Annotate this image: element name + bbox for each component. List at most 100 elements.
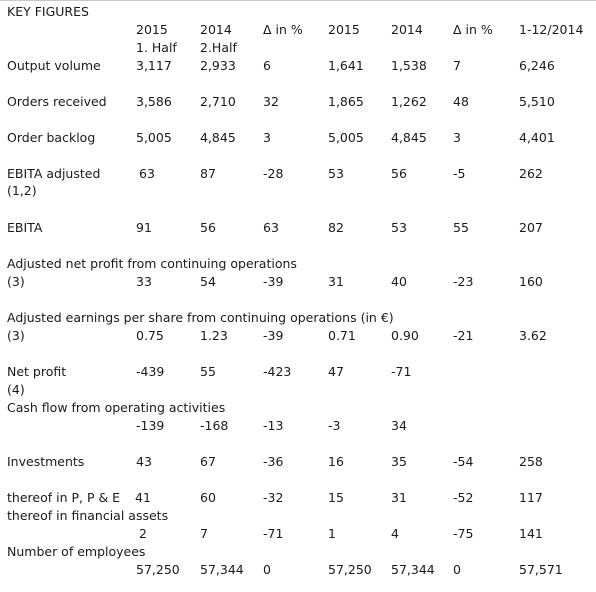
cell: 1 bbox=[328, 526, 336, 541]
cell: 56 bbox=[391, 166, 407, 181]
cell: 57,344 bbox=[391, 562, 435, 577]
cell: 63 bbox=[263, 220, 279, 235]
cell: 6,246 bbox=[519, 58, 555, 73]
header-col2-sub: 2.Half bbox=[200, 40, 237, 55]
cell: -28 bbox=[263, 166, 284, 181]
cell: -5 bbox=[453, 166, 466, 181]
cell: 57,571 bbox=[519, 562, 563, 577]
cell: 0.71 bbox=[328, 328, 356, 343]
cell: 43 bbox=[136, 454, 152, 469]
cell: -75 bbox=[453, 526, 474, 541]
cell: -71 bbox=[391, 364, 412, 379]
cell: 207 bbox=[519, 220, 543, 235]
cell: -423 bbox=[263, 364, 292, 379]
cell: 40 bbox=[391, 274, 407, 289]
cell: 91 bbox=[136, 220, 152, 235]
cell: 16 bbox=[328, 454, 344, 469]
cell: 4,401 bbox=[519, 130, 555, 145]
row-label: thereof in financial assets bbox=[7, 508, 169, 523]
row-label: thereof in P, P & E bbox=[7, 490, 121, 505]
cell: -23 bbox=[453, 274, 474, 289]
cell: 2,710 bbox=[200, 94, 236, 109]
cell: -39 bbox=[263, 328, 284, 343]
row-label-footnote: (3) bbox=[7, 274, 25, 289]
cell: 3 bbox=[453, 130, 461, 145]
top-border bbox=[0, 0, 596, 1]
cell: 3.62 bbox=[519, 328, 547, 343]
cell: 31 bbox=[391, 490, 407, 505]
cell: 0.90 bbox=[391, 328, 419, 343]
cell: 57,344 bbox=[200, 562, 244, 577]
row-label-footnote: (3) bbox=[7, 328, 25, 343]
cell: 5,005 bbox=[328, 130, 364, 145]
cell: 47 bbox=[328, 364, 344, 379]
cell: 7 bbox=[200, 526, 208, 541]
header-col1-sub: 1. Half bbox=[136, 40, 177, 55]
row-label: EBITA adjusted bbox=[7, 166, 101, 181]
cell: 3,117 bbox=[136, 58, 172, 73]
cell: -32 bbox=[263, 490, 284, 505]
cell: 4 bbox=[391, 526, 399, 541]
header-col1: 2015 bbox=[136, 22, 168, 37]
cell: 55 bbox=[200, 364, 216, 379]
row-label-footnote: (4) bbox=[7, 382, 25, 397]
cell: 0 bbox=[453, 562, 461, 577]
cell: -71 bbox=[263, 526, 284, 541]
cell: 7 bbox=[453, 58, 461, 73]
cell: 262 bbox=[519, 166, 543, 181]
cell: 117 bbox=[519, 490, 543, 505]
cell: 53 bbox=[328, 166, 344, 181]
cell: 1.23 bbox=[200, 328, 228, 343]
cell: -52 bbox=[453, 490, 474, 505]
row-label: Number of employees bbox=[7, 544, 146, 559]
cell: 3,586 bbox=[136, 94, 172, 109]
cell: 2 bbox=[139, 526, 147, 541]
header-col7: 1-12/2014 bbox=[519, 22, 584, 37]
cell: 57,250 bbox=[328, 562, 372, 577]
cell: 160 bbox=[519, 274, 543, 289]
header-col5: 2014 bbox=[391, 22, 423, 37]
cell: 87 bbox=[200, 166, 216, 181]
row-label: Orders received bbox=[7, 94, 107, 109]
cell: 2,933 bbox=[200, 58, 236, 73]
cell: 82 bbox=[328, 220, 344, 235]
cell: 48 bbox=[453, 94, 469, 109]
row-label: EBITA bbox=[7, 220, 43, 235]
cell: 0 bbox=[263, 562, 271, 577]
cell: -439 bbox=[136, 364, 165, 379]
cell: 6 bbox=[263, 58, 271, 73]
cell: 1,262 bbox=[391, 94, 427, 109]
row-label: Adjusted earnings per share from continu… bbox=[7, 310, 394, 325]
cell: -13 bbox=[263, 418, 284, 433]
cell: 35 bbox=[391, 454, 407, 469]
cell: 0.75 bbox=[136, 328, 164, 343]
cell: 54 bbox=[200, 274, 216, 289]
cell: 55 bbox=[453, 220, 469, 235]
row-label: Net profit bbox=[7, 364, 67, 379]
cell: 67 bbox=[200, 454, 216, 469]
cell: 60 bbox=[200, 490, 216, 505]
cell: 1,865 bbox=[328, 94, 364, 109]
cell: 53 bbox=[391, 220, 407, 235]
cell: 1,641 bbox=[328, 58, 364, 73]
header-col6: Δ in % bbox=[453, 22, 493, 37]
cell: 3 bbox=[263, 130, 271, 145]
cell: 5,510 bbox=[519, 94, 555, 109]
cell: 33 bbox=[136, 274, 152, 289]
cell: -54 bbox=[453, 454, 474, 469]
cell: 4,845 bbox=[200, 130, 236, 145]
cell: 57,250 bbox=[136, 562, 180, 577]
cell: -36 bbox=[263, 454, 284, 469]
row-label: Adjusted net profit from continuing oper… bbox=[7, 256, 297, 271]
cell: 56 bbox=[200, 220, 216, 235]
row-label-footnote: (1,2) bbox=[7, 183, 37, 198]
cell: 41 bbox=[135, 490, 151, 505]
cell: 15 bbox=[328, 490, 344, 505]
row-label: Cash flow from operating activities bbox=[7, 400, 226, 415]
cell: -3 bbox=[328, 418, 341, 433]
cell: 1,538 bbox=[391, 58, 427, 73]
cell: 258 bbox=[519, 454, 543, 469]
cell: -139 bbox=[136, 418, 165, 433]
cell: -21 bbox=[453, 328, 474, 343]
header-col3: Δ in % bbox=[263, 22, 303, 37]
